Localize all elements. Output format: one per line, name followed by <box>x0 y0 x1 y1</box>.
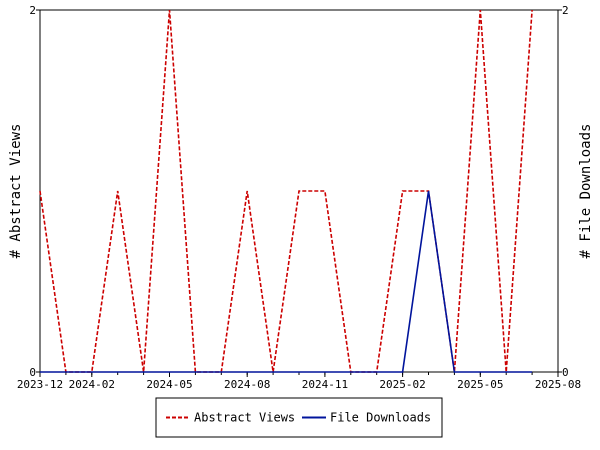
legend-box <box>155 397 443 438</box>
x-tick-label: 2024-02 <box>69 378 115 391</box>
legend-label-2: File Downloads <box>330 411 431 425</box>
legend-label-1: Abstract Views <box>194 411 295 425</box>
x-tick-label: 2024-05 <box>146 378 192 391</box>
y-left-axis-title: # Abstract Views <box>8 124 24 259</box>
x-tick-label: 2024-11 <box>302 378 348 391</box>
series-line-2 <box>40 190 533 373</box>
x-tick-label: 2025-02 <box>379 378 425 391</box>
y-left-tick-label: 0 <box>29 366 36 379</box>
y-right-tick-label: 2 <box>562 4 569 17</box>
y-right-tick-label: 0 <box>562 366 569 379</box>
x-tick-label: 2024-08 <box>224 378 270 391</box>
x-tick-label: 2023-12 <box>17 378 63 391</box>
x-tick-label: 2025-08 <box>535 378 581 391</box>
y-right-axis-title: # File Downloads <box>578 124 594 259</box>
y-left-tick-label: 2 <box>29 4 36 17</box>
series-line-1 <box>39 9 533 373</box>
x-tick-label: 2025-05 <box>457 378 503 391</box>
